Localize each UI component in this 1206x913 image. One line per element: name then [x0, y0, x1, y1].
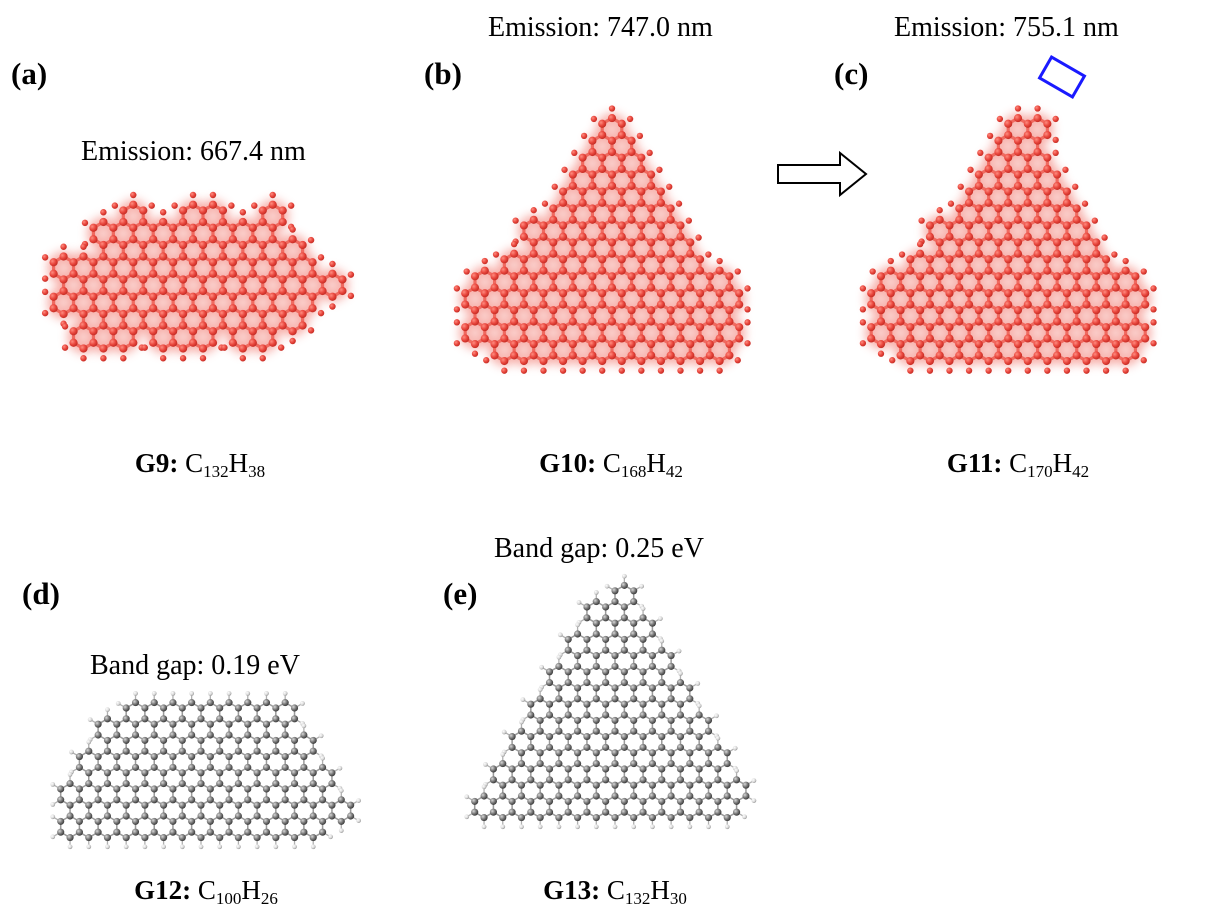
formula-c: C [602, 448, 621, 478]
emission-label-c: Emission: 755.1 nm [894, 12, 1119, 43]
formula-h: H [650, 875, 670, 905]
formula-h: H [646, 448, 666, 478]
formula-h-count: 30 [669, 889, 687, 908]
formula-h-count: 26 [260, 889, 278, 908]
rectangle-outline-icon [1037, 55, 1087, 99]
formula-c-count: 100 [215, 889, 242, 908]
molecule-g13 [464, 573, 757, 830]
panel-label-c: (c) [834, 56, 869, 91]
bandgap-label-d: Band gap: 0.19 eV [90, 650, 300, 681]
molecule-name: G11: [946, 448, 1003, 478]
formula-c-count: 132 [203, 462, 229, 481]
emission-label-a: Emission: 667.4 nm [81, 136, 306, 167]
molecule-name: G12: [134, 875, 192, 905]
molecule-g10 [453, 105, 751, 374]
arrow-right-outline-icon [777, 150, 868, 198]
molecule-name: G10: [539, 448, 597, 478]
caption-g11: G11: C170H42 [946, 448, 1090, 481]
formula-h-count: 42 [1072, 462, 1090, 481]
formula-c-count: 132 [624, 889, 651, 908]
bandgap-label-e: Band gap: 0.25 eV [494, 533, 704, 564]
formula-c: C [1009, 448, 1028, 478]
formula-c: C [606, 875, 625, 905]
molecule-g9 [41, 191, 355, 362]
formula-h: H [241, 875, 261, 905]
molecule-g12 [50, 691, 361, 850]
caption-g13: G13: C132H30 [543, 875, 687, 908]
formula-h: H [1052, 448, 1073, 478]
formula-c-count: 168 [620, 462, 647, 481]
formula-c: C [197, 875, 216, 905]
molecule-g11 [859, 105, 1157, 374]
caption-g12: G12: C100H26 [134, 875, 278, 908]
formula-h-count: 42 [665, 462, 683, 481]
emission-label-b: Emission: 747.0 nm [488, 12, 713, 43]
panel-label-b: (b) [424, 56, 462, 91]
panel-label-d: (d) [22, 576, 60, 611]
molecule-name: G9: [134, 448, 179, 478]
formula-c-count: 170 [1027, 462, 1053, 481]
caption-g10: G10: C168H42 [539, 448, 683, 481]
formula-h-count: 38 [248, 462, 266, 481]
formula-h: H [228, 448, 249, 478]
formula-c: C [185, 448, 204, 478]
molecule-name: G13: [543, 875, 601, 905]
panel-label-a: (a) [11, 56, 48, 91]
caption-g9: G9: C132H38 [134, 448, 266, 481]
panel-label-e: (e) [443, 576, 478, 611]
